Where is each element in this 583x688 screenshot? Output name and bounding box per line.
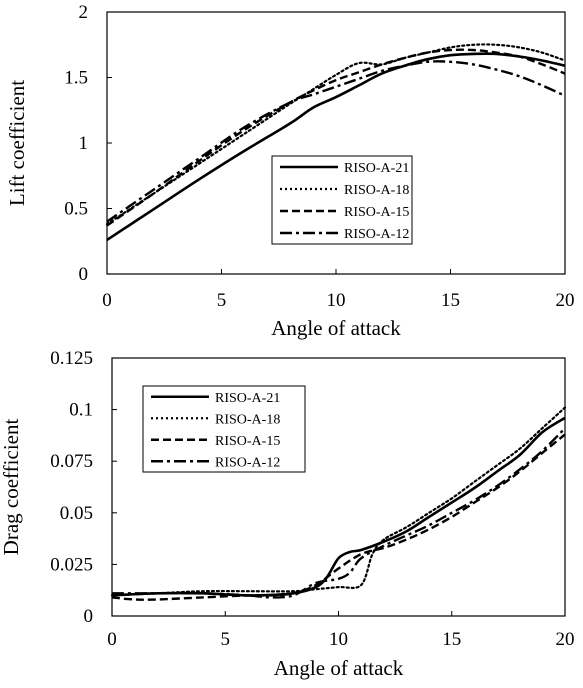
x-tick-label: 0 (107, 629, 117, 650)
legend-label: RISO-A-18 (215, 412, 280, 427)
legend-label: RISO-A-15 (344, 205, 409, 220)
y-tick-label: 0.5 (64, 199, 88, 220)
series-line-riso-a-15 (106, 48, 566, 227)
x-tick-label: 5 (217, 290, 227, 311)
y-tick-label: 1.5 (64, 68, 88, 89)
series-line-riso-a-12 (106, 60, 566, 223)
series-line-riso-a-15 (111, 433, 566, 601)
legend-box (271, 155, 413, 245)
y-tick-label: 0.025 (50, 554, 93, 575)
x-tick-label: 10 (327, 290, 346, 311)
y-tick-label: 2 (79, 2, 89, 23)
legend-label: RISO-A-15 (215, 434, 280, 449)
y-tick-label: 0.075 (50, 451, 93, 472)
x-tick-label: 5 (221, 629, 231, 650)
y-tick-label: 0.05 (60, 503, 93, 524)
x-tick-label: 10 (329, 629, 348, 650)
series-line-riso-a-21 (106, 52, 566, 241)
legend-label: RISO-A-12 (344, 227, 409, 242)
legend-label: RISO-A-21 (215, 391, 280, 406)
series-line-riso-a-18 (110, 406, 567, 597)
legend: RISO-A-21 RISO-A-18 RISO-A-15 RISO-A-12 (271, 155, 413, 245)
series-line-riso-a-18 (105, 43, 567, 226)
x-tick-label: 15 (441, 290, 460, 311)
legend-box (142, 385, 306, 473)
x-tick-label: 20 (556, 629, 575, 650)
x-tick-label: 20 (556, 290, 575, 311)
legend-label: RISO-A-21 (344, 161, 409, 176)
legend-label: RISO-A-18 (344, 183, 409, 198)
lift-chart: 0 5 10 15 20 0 0.5 1 1.5 2 Angle of attack Lift coe… (5, 2, 575, 340)
x-axis-label: Angle of attack (274, 656, 404, 680)
y-tick-label: 1 (79, 133, 89, 154)
legend: RISO-A-21 RISO-A-18 RISO-A-15 RISO-A-12 (142, 385, 306, 473)
y-tick-label: 0 (84, 606, 94, 627)
y-tick-label: 0.125 (50, 348, 93, 369)
drag-chart: 0 5 10 15 20 0 0.025 0.05 0.075 0.1 0.125 Angle of … (0, 348, 575, 680)
series-line-riso-a-12 (112, 427, 566, 599)
y-axis-label: Lift coefficient (5, 80, 29, 206)
legend-label: RISO-A-12 (215, 455, 280, 470)
y-axis-label: Drag coefficient (0, 419, 23, 556)
x-tick-label: 0 (102, 290, 112, 311)
x-tick-label: 15 (442, 629, 461, 650)
y-tick-label: 0.1 (69, 400, 93, 421)
x-axis-label: Angle of attack (271, 316, 401, 340)
y-tick-label: 0 (79, 264, 89, 285)
